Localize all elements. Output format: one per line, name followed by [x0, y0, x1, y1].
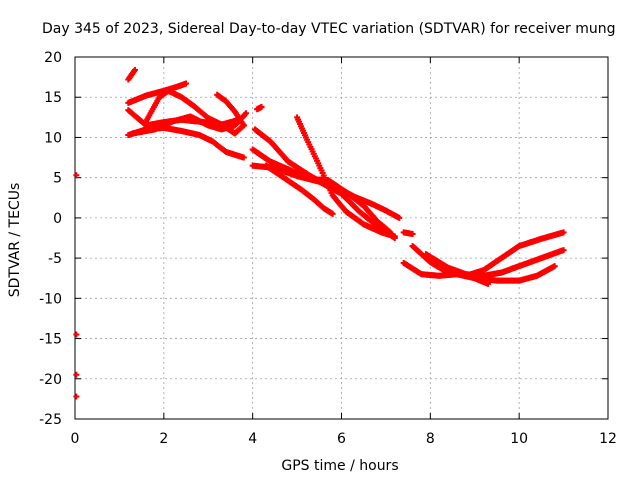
series-sat-12: [262, 162, 336, 217]
series-sat-19: [73, 172, 80, 179]
x-tick-label: 8: [426, 431, 435, 447]
series-sat-5: [129, 110, 250, 137]
y-tick-label: -25: [39, 412, 62, 428]
y-tick-label: 0: [53, 211, 62, 227]
x-axis-label: GPS time / hours: [281, 458, 398, 474]
y-tick-label: -15: [39, 332, 62, 348]
x-tick-label: 4: [248, 431, 257, 447]
y-tick-label: -10: [39, 291, 62, 307]
series-sat-14: [400, 229, 416, 237]
grid-lines: [75, 57, 608, 419]
y-tick-label: 15: [44, 90, 62, 106]
x-tick-label: 0: [71, 431, 80, 447]
y-tick-labels: 20 15 10 5 0 -5 -10 -15 -20 -25: [39, 50, 62, 428]
data-point: [131, 66, 138, 73]
series-sat-21: [73, 371, 80, 378]
series-sat-16: [409, 229, 567, 279]
series-sat-22: [73, 393, 80, 400]
x-tick-labels: 0 2 4 6 8 10 12: [71, 431, 617, 447]
data-point: [560, 229, 567, 236]
data-point: [73, 393, 80, 400]
y-tick-label: 20: [44, 50, 62, 66]
data-point: [551, 263, 558, 270]
chart-title: Day 345 of 2023, Sidereal Day-to-day VTE…: [42, 21, 616, 37]
series-sat-20: [73, 331, 80, 338]
y-tick-label: 10: [44, 130, 62, 146]
x-tick-label: 10: [510, 431, 528, 447]
data-point: [396, 214, 403, 221]
data-point: [73, 331, 80, 338]
data-point: [240, 154, 247, 161]
data-point: [391, 233, 398, 240]
series-sat-7: [214, 91, 247, 129]
series-sat-13: [294, 114, 398, 240]
data-point: [243, 110, 250, 117]
data-point: [329, 210, 336, 217]
data-point: [73, 371, 80, 378]
x-tick-label: 12: [599, 431, 617, 447]
y-tick-label: 5: [53, 171, 62, 187]
data-point: [183, 80, 190, 87]
x-tick-label: 2: [159, 431, 168, 447]
y-tick-label: -20: [39, 372, 62, 388]
plot-frame: [74, 56, 609, 420]
x-tick-label: 6: [337, 431, 346, 447]
series-sat-1: [125, 66, 138, 83]
series-sat-18: [449, 263, 558, 284]
data-point: [73, 172, 80, 179]
data-point: [560, 247, 567, 254]
data-point: [258, 103, 265, 110]
y-axis-label: SDTVAR / TECUs: [7, 183, 23, 298]
data-series: [73, 66, 567, 400]
y-tick-label: -5: [48, 251, 62, 267]
data-point: [240, 122, 247, 129]
series-sat-8: [254, 103, 265, 113]
data-point: [409, 230, 416, 237]
